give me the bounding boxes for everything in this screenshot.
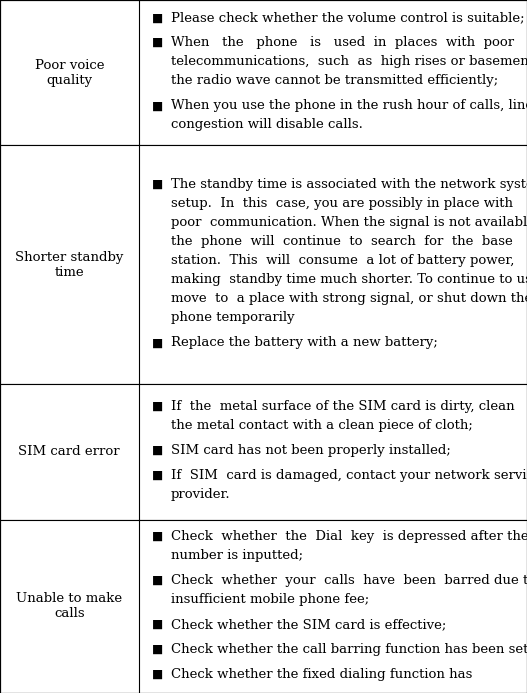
Text: setup.  In  this  case, you are possibly in place with: setup. In this case, you are possibly in…	[171, 197, 513, 210]
Text: Unable to make
calls: Unable to make calls	[16, 593, 122, 620]
Text: making  standby time much shorter. To continue to use,: making standby time much shorter. To con…	[171, 273, 527, 286]
Text: ■: ■	[152, 99, 163, 112]
Text: insufficient mobile phone fee;: insufficient mobile phone fee;	[171, 593, 369, 606]
Text: ■: ■	[152, 444, 163, 457]
Text: ■: ■	[152, 36, 163, 49]
Text: Check whether the fixed dialing function has: Check whether the fixed dialing function…	[171, 667, 472, 681]
Bar	[0, 384, 527, 520]
Text: ■: ■	[152, 530, 163, 543]
Text: move  to  a place with strong signal, or shut down the: move to a place with strong signal, or s…	[171, 292, 527, 306]
Text: When you use the phone in the rush hour of calls, line: When you use the phone in the rush hour …	[171, 99, 527, 112]
Text: congestion will disable calls.: congestion will disable calls.	[171, 119, 363, 132]
Text: Check  whether  your  calls  have  been  barred due to: Check whether your calls have been barre…	[171, 574, 527, 587]
Text: If  the  metal surface of the SIM card is dirty, clean: If the metal surface of the SIM card is …	[171, 400, 514, 413]
Bar	[0, 0, 527, 145]
Text: ■: ■	[152, 642, 163, 656]
Text: ■: ■	[152, 177, 163, 191]
Text: If  SIM  card is damaged, contact your network service: If SIM card is damaged, contact your net…	[171, 469, 527, 482]
Text: ■: ■	[152, 469, 163, 482]
Text: Replace the battery with a new battery;: Replace the battery with a new battery;	[171, 336, 437, 349]
Text: Check whether the call barring function has been set;: Check whether the call barring function …	[171, 642, 527, 656]
Bar	[0, 520, 527, 693]
Text: Shorter standby
time: Shorter standby time	[15, 251, 123, 279]
Text: Check whether the SIM card is effective;: Check whether the SIM card is effective;	[171, 618, 446, 631]
Text: ■: ■	[152, 336, 163, 349]
Text: SIM card error: SIM card error	[18, 446, 120, 458]
Text: The standby time is associated with the network system: The standby time is associated with the …	[171, 177, 527, 191]
Text: Please check whether the volume control is suitable;: Please check whether the volume control …	[171, 11, 524, 24]
Text: Poor voice
quality: Poor voice quality	[35, 59, 104, 87]
Bar	[0, 145, 527, 384]
Text: provider.: provider.	[171, 488, 230, 501]
Text: ■: ■	[152, 618, 163, 631]
Text: SIM card has not been properly installed;: SIM card has not been properly installed…	[171, 444, 451, 457]
Text: number is inputted;: number is inputted;	[171, 549, 302, 562]
Text: telecommunications,  such  as  high rises or basement,: telecommunications, such as high rises o…	[171, 55, 527, 69]
Text: poor  communication. When the signal is not available,: poor communication. When the signal is n…	[171, 216, 527, 229]
Text: the  phone  will  continue  to  search  for  the  base: the phone will continue to search for th…	[171, 235, 512, 248]
Text: ■: ■	[152, 11, 163, 24]
Text: Check  whether  the  Dial  key  is depressed after the: Check whether the Dial key is depressed …	[171, 530, 527, 543]
Text: phone temporarily: phone temporarily	[171, 311, 294, 324]
Text: When   the   phone   is   used  in  places  with  poor: When the phone is used in places with po…	[171, 36, 514, 49]
Text: ■: ■	[152, 400, 163, 413]
Text: the radio wave cannot be transmitted efficiently;: the radio wave cannot be transmitted eff…	[171, 74, 498, 87]
Text: ■: ■	[152, 574, 163, 587]
Text: ■: ■	[152, 667, 163, 681]
Text: the metal contact with a clean piece of cloth;: the metal contact with a clean piece of …	[171, 419, 473, 432]
Text: station.  This  will  consume  a lot of battery power,: station. This will consume a lot of batt…	[171, 254, 514, 267]
